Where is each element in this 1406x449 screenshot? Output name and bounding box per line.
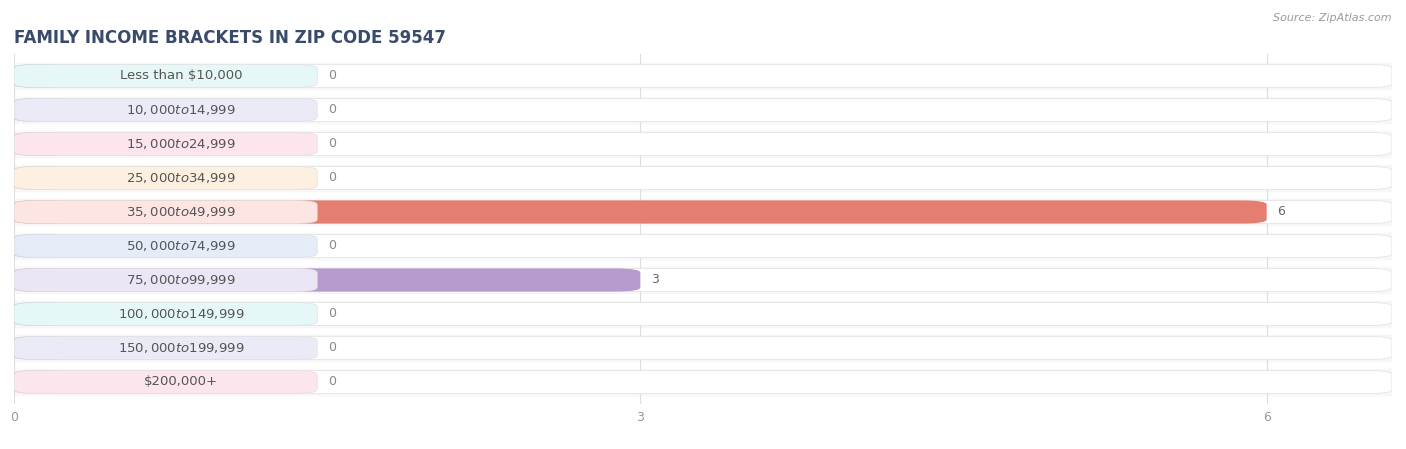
FancyBboxPatch shape — [14, 303, 69, 326]
FancyBboxPatch shape — [14, 336, 69, 360]
Text: $10,000 to $14,999: $10,000 to $14,999 — [127, 103, 236, 117]
Text: 6: 6 — [1277, 206, 1285, 219]
FancyBboxPatch shape — [14, 98, 69, 122]
Bar — [14, 233, 1392, 259]
FancyBboxPatch shape — [14, 64, 318, 88]
Text: 0: 0 — [328, 172, 336, 185]
Text: $200,000+: $200,000+ — [143, 375, 218, 388]
Bar — [14, 369, 1392, 395]
Bar — [14, 97, 1392, 123]
FancyBboxPatch shape — [14, 269, 69, 291]
Bar — [14, 267, 1392, 293]
Text: FAMILY INCOME BRACKETS IN ZIP CODE 59547: FAMILY INCOME BRACKETS IN ZIP CODE 59547 — [14, 29, 446, 47]
Text: 0: 0 — [328, 342, 336, 355]
Text: 0: 0 — [328, 70, 336, 83]
Text: $50,000 to $74,999: $50,000 to $74,999 — [127, 239, 236, 253]
FancyBboxPatch shape — [14, 132, 1392, 155]
FancyBboxPatch shape — [14, 303, 1392, 326]
FancyBboxPatch shape — [14, 98, 318, 122]
FancyBboxPatch shape — [14, 167, 69, 189]
Bar — [14, 131, 1392, 157]
Bar — [14, 199, 1392, 225]
Text: 0: 0 — [328, 103, 336, 116]
FancyBboxPatch shape — [14, 336, 1392, 360]
Bar — [14, 301, 1392, 327]
FancyBboxPatch shape — [14, 234, 318, 258]
Text: 0: 0 — [328, 137, 336, 150]
Text: $150,000 to $199,999: $150,000 to $199,999 — [118, 341, 245, 355]
Text: Source: ZipAtlas.com: Source: ZipAtlas.com — [1274, 13, 1392, 23]
Text: $100,000 to $149,999: $100,000 to $149,999 — [118, 307, 245, 321]
FancyBboxPatch shape — [14, 200, 1267, 224]
FancyBboxPatch shape — [14, 234, 69, 258]
FancyBboxPatch shape — [14, 200, 318, 224]
FancyBboxPatch shape — [14, 132, 318, 155]
Text: 0: 0 — [328, 375, 336, 388]
Text: $25,000 to $34,999: $25,000 to $34,999 — [127, 171, 236, 185]
Bar — [14, 63, 1392, 89]
Text: 0: 0 — [328, 308, 336, 321]
FancyBboxPatch shape — [14, 64, 1392, 88]
FancyBboxPatch shape — [14, 132, 69, 155]
FancyBboxPatch shape — [14, 303, 318, 326]
FancyBboxPatch shape — [14, 98, 1392, 122]
FancyBboxPatch shape — [14, 269, 318, 291]
FancyBboxPatch shape — [14, 167, 318, 189]
FancyBboxPatch shape — [14, 269, 1392, 291]
FancyBboxPatch shape — [14, 370, 1392, 394]
Text: $35,000 to $49,999: $35,000 to $49,999 — [127, 205, 236, 219]
FancyBboxPatch shape — [14, 269, 640, 291]
FancyBboxPatch shape — [14, 200, 1392, 224]
Text: 3: 3 — [651, 273, 658, 286]
FancyBboxPatch shape — [14, 336, 318, 360]
Text: $75,000 to $99,999: $75,000 to $99,999 — [127, 273, 236, 287]
Text: Less than $10,000: Less than $10,000 — [120, 70, 242, 83]
Text: $15,000 to $24,999: $15,000 to $24,999 — [127, 137, 236, 151]
Bar — [14, 335, 1392, 361]
Text: 0: 0 — [328, 239, 336, 252]
Bar — [14, 165, 1392, 191]
FancyBboxPatch shape — [14, 167, 1392, 189]
FancyBboxPatch shape — [14, 200, 69, 224]
FancyBboxPatch shape — [14, 370, 69, 394]
FancyBboxPatch shape — [14, 370, 318, 394]
FancyBboxPatch shape — [14, 234, 1392, 258]
FancyBboxPatch shape — [14, 64, 69, 88]
